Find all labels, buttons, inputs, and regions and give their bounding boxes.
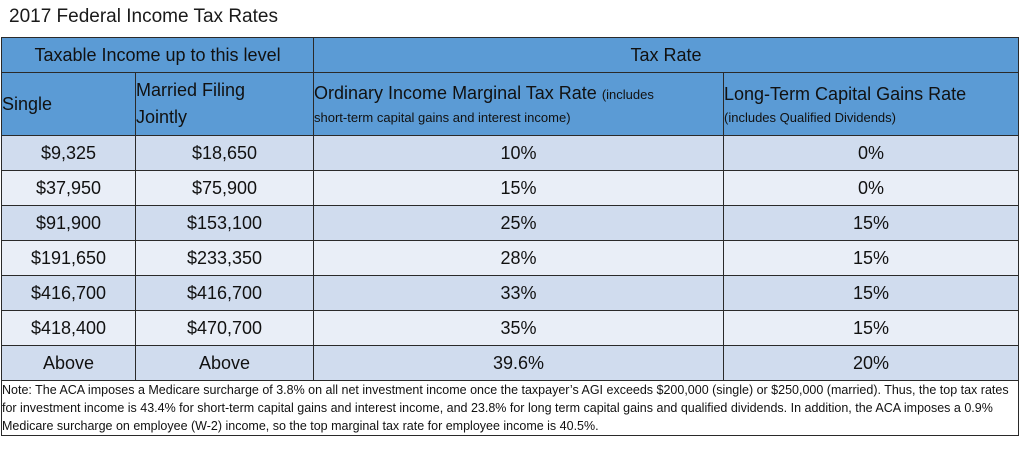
table-row: $91,900 $153,100 25% 15%: [1, 205, 1020, 241]
married-cell: Above: [134, 345, 315, 381]
ltcg-rate-cell: 15%: [723, 240, 1020, 276]
married-cell: $153,100: [134, 205, 315, 241]
note-text: Note: The ACA imposes a Medicare surchar…: [0, 380, 1020, 436]
ordinary-rate-column-header: Ordinary Income Marginal Tax Rate (inclu…: [313, 72, 725, 136]
ltcg-rate-cell: 20%: [723, 345, 1020, 381]
single-cell: $37,950: [1, 170, 136, 206]
page-title: 2017 Federal Income Tax Rates: [9, 6, 278, 27]
ltcg-rate-cell: 15%: [723, 205, 1020, 241]
ordinary-rate-cell: 28%: [313, 240, 725, 276]
ordinary-header-sub-b: short-term capital gains and interest in…: [314, 110, 571, 125]
single-cell: $416,700: [1, 275, 136, 311]
married-cell: $18,650: [134, 135, 315, 171]
ltcg-rate-cell: 0%: [723, 170, 1020, 206]
ltcg-rate-cell: 15%: [723, 275, 1020, 311]
single-cell: $91,900: [1, 205, 136, 241]
table-row: $9,325 $18,650 10% 0%: [1, 135, 1020, 171]
ordinary-header-sub-a: (includes: [601, 87, 654, 102]
married-cell: $233,350: [134, 240, 315, 276]
ltcg-rate-cell: 15%: [723, 310, 1020, 346]
table-row: $37,950 $75,900 15% 0%: [1, 170, 1020, 206]
single-cell: $191,650: [1, 240, 136, 276]
married-cell: $416,700: [134, 275, 315, 311]
table-row: Above Above 39.6% 20%: [1, 345, 1020, 381]
single-column-header: Single: [1, 72, 136, 136]
taxable-income-group-header: Taxable Income up to this level: [0, 37, 315, 73]
ltcg-header-sub: (includes Qualified Dividends): [724, 109, 896, 125]
married-cell: $470,700: [134, 310, 315, 346]
married-header-label: Married Filing Jointly: [136, 80, 246, 127]
ordinary-rate-cell: 33%: [313, 275, 725, 311]
table-row: $191,650 $233,350 28% 15%: [1, 240, 1020, 276]
ordinary-rate-cell: 39.6%: [313, 345, 725, 381]
ltcg-header-label: Long-Term Capital Gains Rate: [724, 83, 967, 104]
ltcg-rate-column-header: Long-Term Capital Gains Rate (includes Q…: [723, 72, 1020, 136]
married-cell: $75,900: [134, 170, 315, 206]
column-header-row: Single Married Filing Jointly Ordinary I…: [1, 72, 1020, 136]
single-cell: $9,325: [1, 135, 136, 171]
ordinary-header-label: Ordinary Income Marginal Tax Rate: [314, 83, 597, 103]
table-row: $416,700 $416,700 33% 15%: [1, 275, 1020, 311]
ordinary-rate-cell: 10%: [313, 135, 725, 171]
tax-rates-table: Taxable Income up to this level Tax Rate…: [0, 37, 1020, 436]
note-row: Note: The ACA imposes a Medicare surchar…: [0, 380, 1020, 436]
married-column-header: Married Filing Jointly: [134, 72, 315, 136]
single-header-label: Single: [2, 93, 53, 114]
single-cell: $418,400: [1, 310, 136, 346]
ordinary-rate-cell: 25%: [313, 205, 725, 241]
group-header-row: Taxable Income up to this level Tax Rate: [0, 37, 1020, 73]
ltcg-rate-cell: 0%: [723, 135, 1020, 171]
ordinary-rate-cell: 15%: [313, 170, 725, 206]
table-row: $418,400 $470,700 35% 15%: [1, 310, 1020, 346]
single-cell: Above: [1, 345, 136, 381]
tax-rate-group-header: Tax Rate: [313, 37, 1020, 73]
ordinary-rate-cell: 35%: [313, 310, 725, 346]
